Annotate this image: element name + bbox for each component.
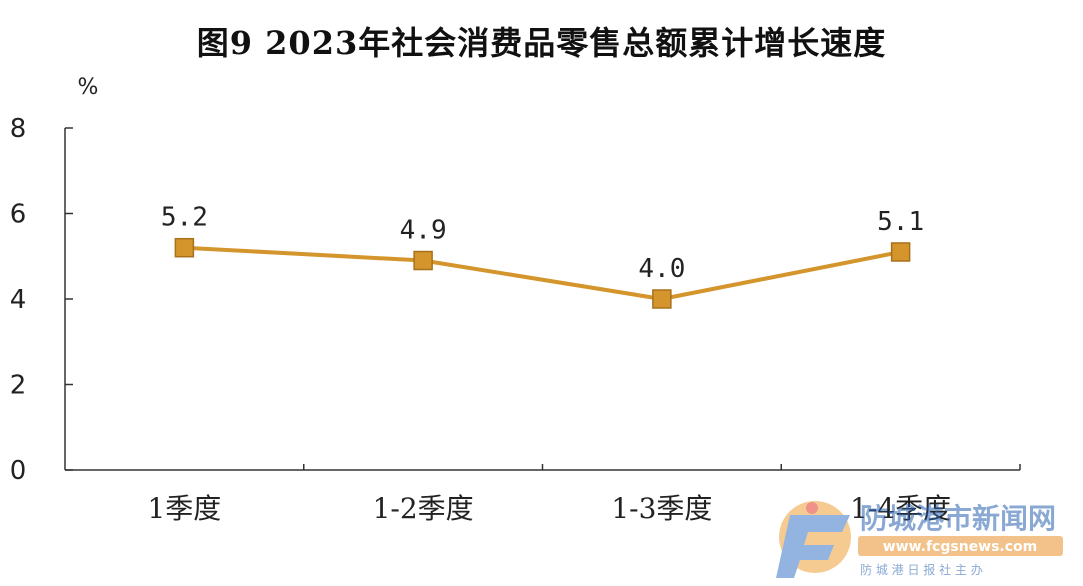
watermark-title: 防城港市新闻网 bbox=[860, 502, 1056, 535]
y-tick-label: 0 bbox=[10, 456, 27, 486]
watermark-logo-icon bbox=[776, 501, 851, 578]
y-tick-label: 8 bbox=[10, 114, 27, 144]
x-category-label: 1-2季度 bbox=[373, 492, 474, 525]
data-label: 4.9 bbox=[400, 216, 447, 246]
data-point bbox=[890, 242, 911, 262]
chart-marks: 5.2 4.9 4.0 5.1 bbox=[161, 203, 924, 309]
y-axis-unit: % bbox=[78, 75, 99, 100]
y-tick-label: 4 bbox=[10, 285, 27, 315]
data-label: 5.2 bbox=[161, 203, 208, 233]
data-point bbox=[174, 237, 195, 258]
watermark: 防城港市新闻网 www.fcgsnews.com 防 城 港 日 报 社 主 办 bbox=[776, 501, 1063, 578]
chart-title: 图9 2023年社会消费品零售总额累计增长速度 bbox=[196, 24, 887, 62]
watermark-subtitle: 防 城 港 日 报 社 主 办 bbox=[860, 562, 983, 577]
x-category-label: 1-3季度 bbox=[611, 492, 712, 525]
data-label: 5.1 bbox=[877, 207, 924, 237]
watermark-url: www.fcgsnews.com bbox=[883, 539, 1038, 555]
x-category-label: 1季度 bbox=[147, 492, 221, 525]
y-tick-label: 6 bbox=[10, 200, 27, 230]
x-category-label: 1-4季度 bbox=[850, 492, 951, 525]
data-label: 4.0 bbox=[638, 254, 685, 284]
series-line bbox=[184, 245, 902, 301]
chart-axes: 0 2 4 6 8% 1季度 1-2季度 1-3季度 1-4季度 bbox=[10, 75, 1021, 525]
y-tick-label: 2 bbox=[10, 371, 27, 401]
data-point bbox=[413, 250, 433, 271]
data-point bbox=[652, 289, 672, 309]
